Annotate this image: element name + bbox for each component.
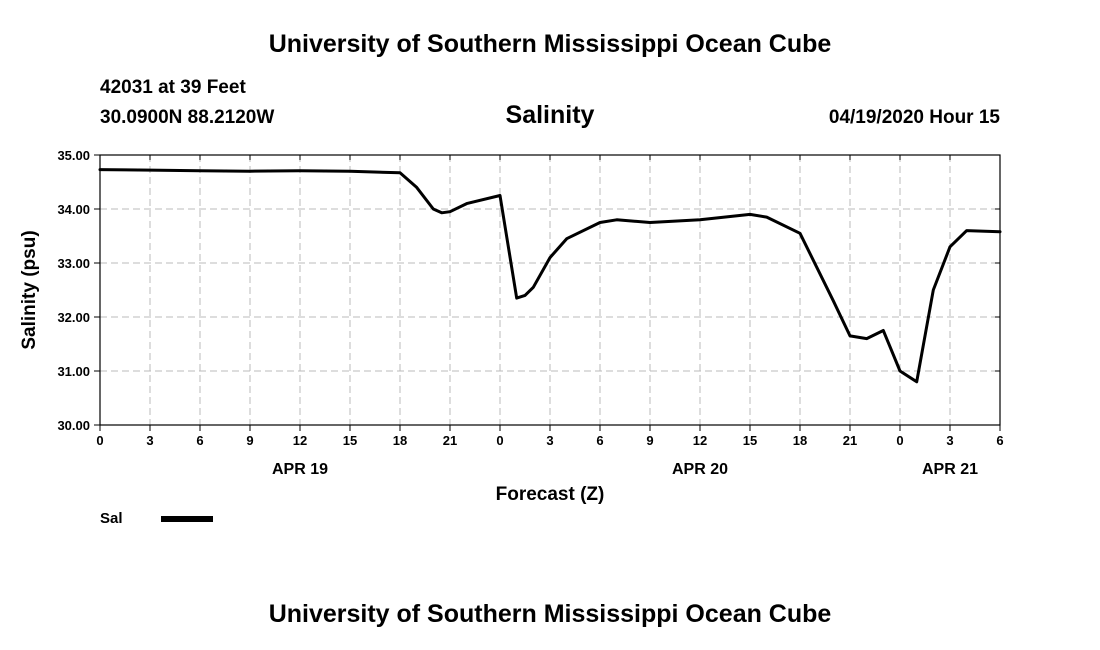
legend-label: Sal: [100, 510, 123, 527]
date-label: APR 19: [272, 461, 328, 478]
x-tick-label: 3: [146, 433, 153, 448]
x-tick-label: 6: [196, 433, 203, 448]
x-tick-label: 0: [96, 433, 103, 448]
legend-line-swatch: [161, 516, 213, 522]
date-label: APR 20: [672, 461, 728, 478]
x-tick-label: 21: [443, 433, 457, 448]
x-tick-label: 9: [646, 433, 653, 448]
coordinates-label: 30.0900N 88.2120W: [100, 107, 275, 128]
x-tick-label: 12: [693, 433, 707, 448]
y-tick-label: 32.00: [57, 310, 90, 325]
x-tick-label: 15: [743, 433, 757, 448]
x-axis-title: Forecast (Z): [496, 484, 605, 505]
y-tick-label: 30.00: [57, 418, 90, 433]
x-tick-label: 21: [843, 433, 857, 448]
x-tick-label: 15: [343, 433, 357, 448]
chart-title: Salinity: [505, 101, 595, 129]
x-tick-label: 6: [996, 433, 1003, 448]
y-tick-label: 34.00: [57, 202, 90, 217]
x-tick-label: 9: [246, 433, 253, 448]
bottom-title: University of Southern Mississippi Ocean…: [268, 600, 832, 628]
y-tick-label: 33.00: [57, 256, 90, 271]
x-tick-label: 12: [293, 433, 307, 448]
series-line-sal: [98, 168, 1002, 384]
y-tick-label: 35.00: [57, 148, 90, 163]
y-tick-label: 31.00: [57, 364, 90, 379]
date-label: APR 21: [922, 461, 978, 478]
x-tick-label: 3: [946, 433, 953, 448]
x-tick-label: 3: [546, 433, 553, 448]
datetime-label: 04/19/2020 Hour 15: [828, 107, 1000, 128]
x-tick-label: 18: [793, 433, 807, 448]
x-tick-label: 0: [496, 433, 503, 448]
top-title: University of Southern Mississippi Ocean…: [268, 30, 832, 58]
x-tick-label: 0: [896, 433, 903, 448]
y-axis-title: Salinity (psu): [19, 230, 40, 349]
x-tick-label: 6: [596, 433, 603, 448]
x-tick-label: 18: [393, 433, 407, 448]
station-label: 42031 at 39 Feet: [100, 77, 246, 98]
